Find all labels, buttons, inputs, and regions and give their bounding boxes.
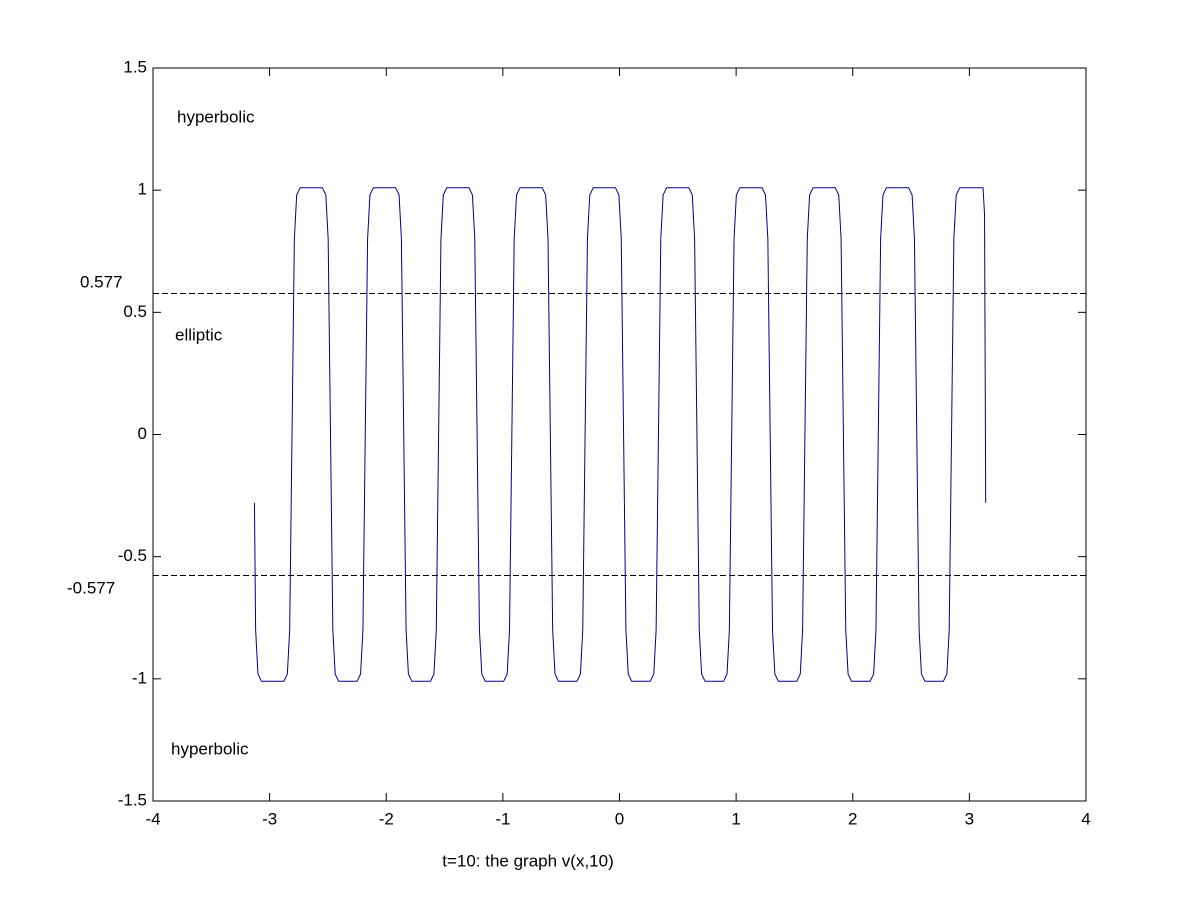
annotation: elliptic	[175, 325, 223, 344]
data-line	[253, 187, 987, 682]
x-tick-label: -4	[145, 809, 160, 828]
y-tick-label: 1.5	[123, 57, 147, 76]
x-tick-label: 1	[731, 809, 740, 828]
x-tick-label: -2	[379, 809, 394, 828]
y-tick-label: -1.5	[118, 790, 147, 809]
hline-label: 0.577	[80, 272, 123, 291]
hline-label: -0.577	[67, 578, 115, 597]
x-tick-label: 0	[615, 809, 624, 828]
x-tick-label: -1	[495, 809, 510, 828]
x-tick-label: 2	[848, 809, 857, 828]
annotation: hyperbolic	[171, 739, 249, 758]
x-tick-label: 4	[1081, 809, 1090, 828]
x-tick-label: 3	[965, 809, 974, 828]
y-tick-label: 0	[138, 424, 147, 443]
annotation: hyperbolic	[177, 107, 255, 126]
x-axis-label: t=10: the graph v(x,10)	[442, 851, 614, 870]
y-tick-label: 1	[138, 180, 147, 199]
y-tick-label: -1	[132, 668, 147, 687]
y-tick-label: 0.5	[123, 302, 147, 321]
y-tick-label: -0.5	[118, 546, 147, 565]
x-tick-label: -3	[262, 809, 277, 828]
